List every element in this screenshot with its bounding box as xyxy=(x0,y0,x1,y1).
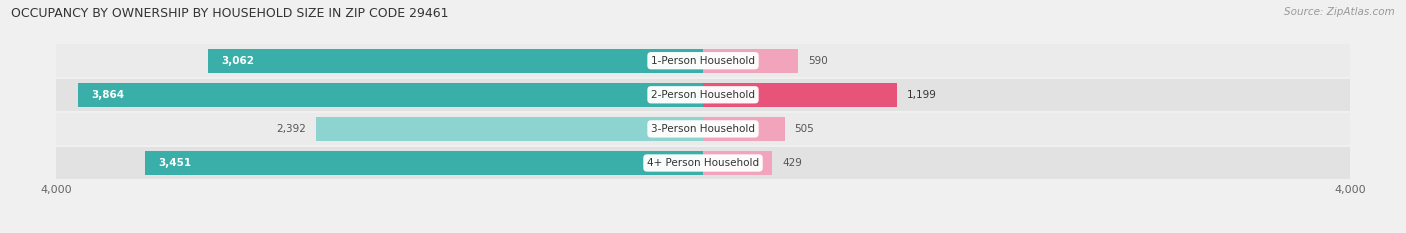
Bar xyxy=(56,45,1350,77)
Text: 590: 590 xyxy=(808,56,828,66)
Text: OCCUPANCY BY OWNERSHIP BY HOUSEHOLD SIZE IN ZIP CODE 29461: OCCUPANCY BY OWNERSHIP BY HOUSEHOLD SIZE… xyxy=(11,7,449,20)
Text: 3,451: 3,451 xyxy=(157,158,191,168)
Text: 429: 429 xyxy=(782,158,801,168)
Bar xyxy=(703,49,799,73)
Bar xyxy=(56,113,1350,145)
Bar xyxy=(79,83,703,107)
Text: 2,392: 2,392 xyxy=(277,124,307,134)
Text: 505: 505 xyxy=(794,124,814,134)
Text: 3-Person Household: 3-Person Household xyxy=(651,124,755,134)
Bar xyxy=(703,83,897,107)
Bar xyxy=(208,49,703,73)
Bar xyxy=(56,79,1350,111)
Text: 4+ Person Household: 4+ Person Household xyxy=(647,158,759,168)
Bar xyxy=(703,151,772,175)
Text: Source: ZipAtlas.com: Source: ZipAtlas.com xyxy=(1284,7,1395,17)
Text: 1-Person Household: 1-Person Household xyxy=(651,56,755,66)
Text: 2-Person Household: 2-Person Household xyxy=(651,90,755,100)
Text: 1,199: 1,199 xyxy=(907,90,936,100)
Text: 3,062: 3,062 xyxy=(221,56,254,66)
Bar xyxy=(145,151,703,175)
Text: 3,864: 3,864 xyxy=(91,90,124,100)
Bar xyxy=(316,117,703,141)
Bar xyxy=(703,117,785,141)
Bar xyxy=(56,147,1350,179)
